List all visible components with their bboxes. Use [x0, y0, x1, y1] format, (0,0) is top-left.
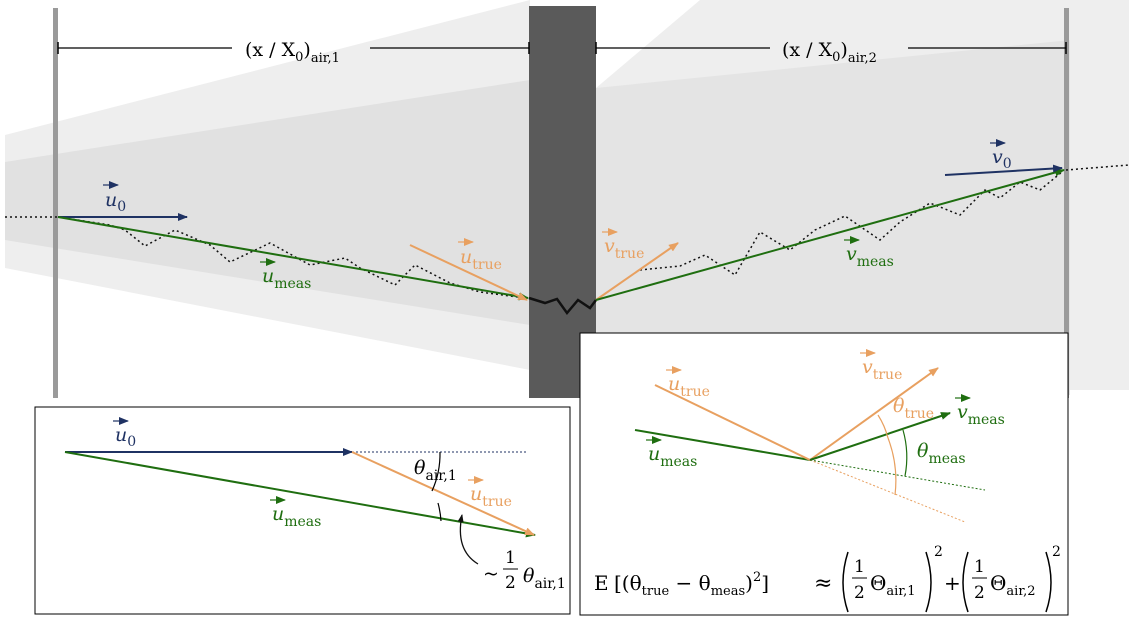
svg-text:Θair,1: Θair,1	[870, 571, 916, 599]
inset-left: u0 umeas utrue θair,1 ~ 1 2 θair,1	[34, 406, 571, 615]
svg-text:umeas: umeas	[272, 503, 321, 530]
inset-right-u-true	[654, 384, 811, 461]
variance-formula: E [(θtrue − θmeas)2] ≈ 1 2 Θair,1 2 + 1 …	[594, 544, 1061, 613]
svg-text:utrue: utrue	[470, 483, 512, 510]
inner-band-left	[5, 80, 530, 325]
svg-text:+: +	[944, 571, 961, 595]
detector-plane-right	[1064, 8, 1069, 398]
vector-u-meas	[57, 216, 529, 301]
svg-text:1: 1	[974, 557, 985, 577]
outgoing-track	[1065, 164, 1129, 171]
vector-v0	[944, 164, 1063, 176]
label-v-meas: vmeas	[846, 243, 894, 270]
label-u0: u0	[105, 189, 126, 215]
svg-text:vtrue: vtrue	[862, 356, 902, 383]
plate-zigzag	[528, 296, 597, 316]
inset-left-u-meas	[64, 451, 536, 538]
vector-u-true	[409, 244, 528, 301]
inner-band-right	[596, 40, 1070, 395]
svg-text:2: 2	[854, 583, 865, 603]
svg-text:≈: ≈	[814, 571, 832, 596]
svg-text:θair,1: θair,1	[414, 457, 457, 484]
vector-v-true	[595, 242, 679, 301]
true-path-left	[57, 216, 526, 299]
inset-right: umeas utrue vtrue vmeas θtrue θmeas E	[579, 332, 1069, 616]
inset-right-arc-true	[877, 414, 889, 439]
label-v0: v0	[992, 146, 1012, 172]
svg-text:2: 2	[1052, 544, 1061, 560]
true-path-right	[639, 171, 1063, 277]
inset-right-v-true	[809, 367, 939, 461]
inset-right-arc-total	[887, 437, 897, 496]
span-right: (x / X0)air,2	[595, 39, 1067, 66]
inset-right-arc-meas	[902, 429, 908, 477]
label-u-meas: umeas	[262, 265, 311, 292]
svg-text:u0: u0	[115, 424, 136, 450]
beam-bands	[5, 0, 1129, 395]
svg-text:2: 2	[505, 573, 516, 593]
vector-v-meas	[595, 168, 1065, 301]
detector-plane-left	[53, 8, 58, 398]
svg-text:Θair,2: Θair,2	[990, 571, 1036, 599]
svg-text:~: ~	[483, 563, 499, 585]
svg-text:1: 1	[505, 548, 516, 568]
svg-text:2: 2	[934, 544, 943, 560]
inset-right-u-meas	[634, 429, 811, 461]
svg-text:θmeas: θmeas	[917, 440, 966, 467]
span-left: (x / X0)air,1	[57, 39, 530, 66]
svg-text:vmeas: vmeas	[957, 401, 1005, 428]
inset-left-pointer	[457, 514, 479, 565]
label-v-true: vtrue	[604, 235, 644, 262]
svg-text:(x / X0)air,1: (x / X0)air,1	[245, 39, 340, 66]
svg-text:(x / X0)air,2: (x / X0)air,2	[782, 39, 877, 66]
inset-left-angle-arc	[431, 451, 441, 492]
svg-text:[(θtrue − θmeas)2]: [(θtrue − θmeas)2]	[614, 570, 769, 599]
svg-text:E: E	[594, 571, 609, 595]
svg-text:θtrue: θtrue	[893, 395, 934, 422]
inset-left-u-true	[351, 451, 535, 536]
inset-right-v-meas	[809, 412, 951, 461]
svg-text:umeas: umeas	[648, 443, 697, 470]
svg-text:2: 2	[974, 583, 985, 603]
label-u-true: utrue	[460, 246, 502, 273]
svg-text:utrue: utrue	[668, 373, 710, 400]
inset-left-small-arc	[437, 502, 442, 522]
svg-text:θair,1: θair,1	[523, 565, 566, 592]
svg-text:1: 1	[854, 557, 865, 577]
